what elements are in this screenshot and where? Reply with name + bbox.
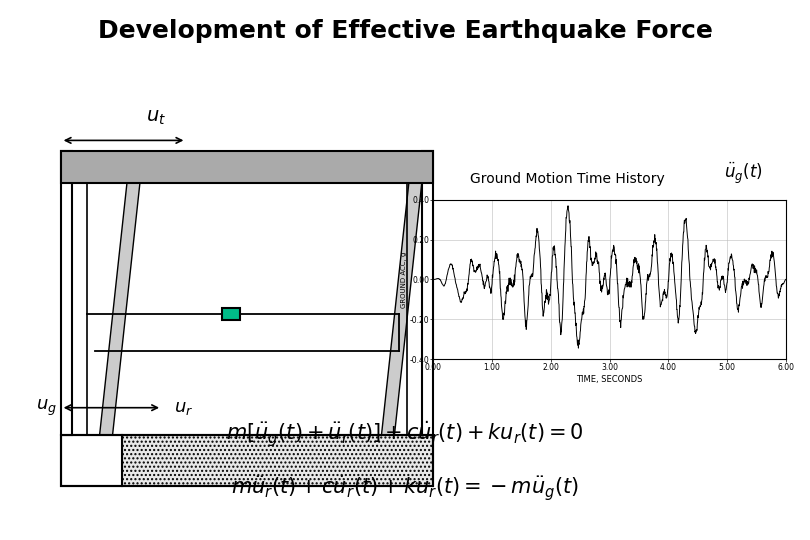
Polygon shape — [122, 435, 433, 486]
X-axis label: TIME, SECONDS: TIME, SECONDS — [577, 375, 642, 384]
Polygon shape — [61, 151, 433, 183]
Text: $m\ddot{u}_r(t) + c\dot{u}_r(t) + ku_r(t) = -m\ddot{u}_g(t)$: $m\ddot{u}_r(t) + c\dot{u}_r(t) + ku_r(t… — [231, 474, 579, 503]
Text: $\ddot{u}_g(t)$: $\ddot{u}_g(t)$ — [724, 161, 763, 186]
Polygon shape — [61, 151, 72, 435]
Polygon shape — [61, 435, 122, 486]
Text: Ground Motion Time History: Ground Motion Time History — [470, 172, 665, 186]
Y-axis label: GROUND ACC, g: GROUND ACC, g — [401, 251, 407, 308]
Text: $m[\ddot{u}_g(t) + \ddot{u}_r(t)] + c\dot{u}_r(t) + ku_r(t) = 0$: $m[\ddot{u}_g(t) + \ddot{u}_r(t)] + c\do… — [226, 420, 584, 449]
Bar — [222, 308, 240, 320]
Polygon shape — [382, 151, 425, 435]
Polygon shape — [100, 151, 143, 435]
Text: $\mathit{u}_t$: $\mathit{u}_t$ — [146, 108, 166, 127]
Polygon shape — [422, 151, 433, 435]
Text: Development of Effective Earthquake Force: Development of Effective Earthquake Forc… — [97, 19, 713, 43]
Text: $\mathit{u}_r$: $\mathit{u}_r$ — [174, 399, 194, 417]
Text: $\mathit{u}_g$: $\mathit{u}_g$ — [36, 397, 57, 418]
